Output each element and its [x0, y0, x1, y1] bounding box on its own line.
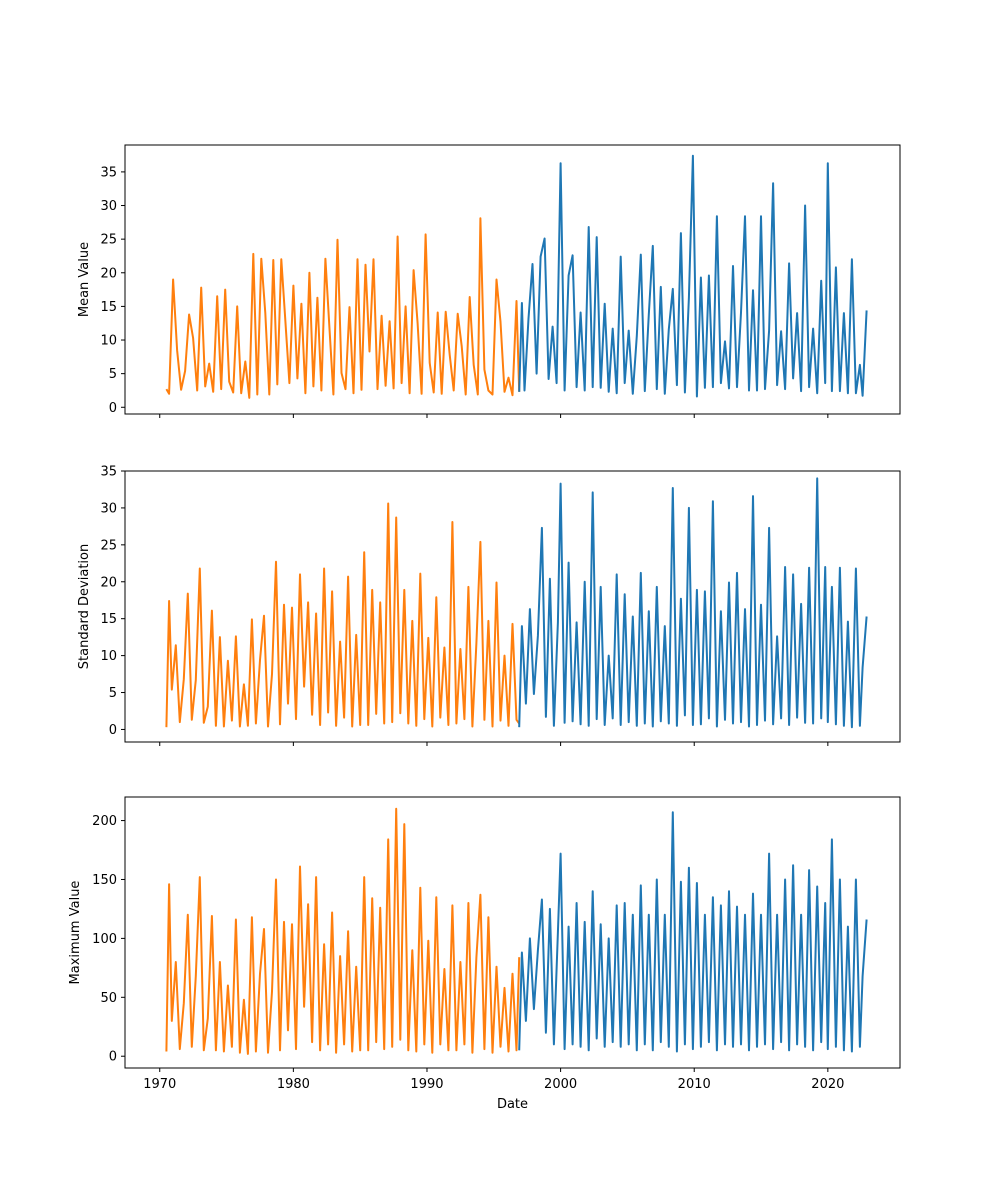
y-tick-label: 100	[92, 932, 117, 947]
y-tick-label: 20	[100, 266, 117, 281]
charts-root: 0 5 10 15 20 25 30 35 Mean Value 0 5 10 15 20 25 30 35 St…	[68, 144, 901, 1112]
x-tick-label: 1990	[410, 1077, 443, 1092]
chart-panel-1: 0 5 10 15 20 25 30 35 Standard Deviation	[77, 465, 901, 746]
axes-frame	[124, 144, 901, 415]
y-tick-label: 30	[100, 199, 117, 214]
x-tick-label: 2020	[811, 1077, 844, 1092]
chart-panel-0: 0 5 10 15 20 25 30 35 Mean Value	[77, 144, 901, 418]
axes-frame	[124, 470, 901, 743]
y-tick-label: 25	[100, 538, 117, 553]
y-tick-label: 15	[100, 300, 117, 315]
y-axis-label: Maximum Value	[68, 881, 83, 985]
x-tick-label: 1980	[277, 1077, 310, 1092]
x-tick-label: 2000	[544, 1077, 577, 1092]
y-axis-label: Mean Value	[77, 242, 92, 317]
x-tick-label: 2010	[678, 1077, 711, 1092]
y-tick-label: 25	[100, 233, 117, 248]
series-line-0	[165, 217, 521, 399]
y-tick-label: 200	[92, 814, 117, 829]
series-line-1	[518, 477, 868, 729]
x-axis-label: Date	[497, 1097, 528, 1112]
series-line-1	[518, 154, 868, 398]
axes-frame	[124, 796, 901, 1069]
y-tick-label: 150	[92, 873, 117, 888]
y-tick-label: 50	[100, 991, 117, 1006]
y-tick-label: 15	[100, 612, 117, 627]
y-axis-label: Standard Deviation	[77, 544, 92, 669]
series-line-0	[165, 502, 521, 728]
y-tick-label: 10	[100, 649, 117, 664]
y-tick-label: 30	[100, 501, 117, 516]
series-line-0	[165, 807, 521, 1055]
y-tick-label: 0	[109, 401, 117, 416]
y-tick-label: 35	[100, 465, 117, 480]
y-tick-label: 10	[100, 334, 117, 349]
y-tick-label: 0	[109, 1050, 117, 1065]
series-line-1	[518, 811, 868, 1053]
x-tick-label: 1970	[143, 1077, 176, 1092]
chart-panel-2: 0 50 100 150 200 1970 1980 1990 2000 2010 2020 Maxi…	[68, 796, 901, 1112]
y-tick-label: 0	[109, 723, 117, 738]
y-tick-label: 20	[100, 575, 117, 590]
y-tick-label: 5	[109, 367, 117, 382]
y-tick-label: 35	[100, 165, 117, 180]
y-tick-label: 5	[109, 686, 117, 701]
